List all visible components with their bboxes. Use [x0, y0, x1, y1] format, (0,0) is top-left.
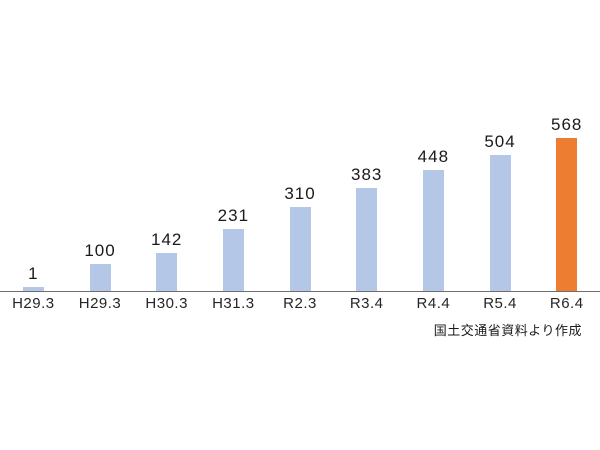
- x-tick-label: R6.4: [549, 295, 584, 312]
- x-tick-label: H31.3: [212, 295, 255, 312]
- x-tick-label: R4.4: [416, 295, 451, 312]
- bar-slot: 383: [333, 0, 400, 291]
- bar-slot: 568: [533, 0, 600, 291]
- bar: [156, 253, 178, 291]
- x-tick-label: R2.3: [283, 295, 317, 312]
- bar-slot: 142: [133, 0, 200, 291]
- bar-value-label: 231: [217, 206, 250, 226]
- bar-value-label: 310: [284, 184, 316, 204]
- source-note: 国土交通省資料より作成: [433, 323, 582, 338]
- x-tick-label: H30.3: [145, 295, 188, 312]
- bar-value-label: 504: [484, 132, 516, 152]
- x-tick-label: R5.4: [483, 295, 517, 312]
- bar-value-label: 383: [351, 165, 383, 185]
- bar: [222, 229, 244, 291]
- bar-value-label: 100: [84, 241, 116, 261]
- bar-slot: 1: [0, 0, 67, 291]
- bar-highlighted: [556, 138, 578, 291]
- bar: [422, 170, 444, 291]
- bar: [89, 264, 111, 291]
- bar: [22, 287, 44, 291]
- bar: [356, 188, 378, 291]
- x-tick-label: H29.3: [78, 295, 122, 312]
- bar-slot: 448: [400, 0, 467, 291]
- bar-slot: 231: [200, 0, 267, 291]
- bar-value-label: 568: [551, 115, 583, 135]
- bar-slot: 100: [67, 0, 134, 291]
- bar-value-label: 448: [417, 147, 450, 167]
- bar-value-label: 142: [150, 230, 183, 250]
- bar-slot: 310: [267, 0, 334, 291]
- x-axis-line: [0, 291, 600, 292]
- bar-slot: 504: [467, 0, 534, 291]
- x-tick-label: R3.4: [349, 295, 384, 312]
- x-axis-labels: H29.3 H29.3 H30.3 H31.3 R2.3 R3.4 R4.4 R5.4 R6.4: [0, 295, 600, 312]
- x-tick-label: H29.3: [12, 295, 55, 312]
- bar: [289, 207, 311, 291]
- plot-area: 1 100 142 231 310 383 448 504 568: [0, 0, 600, 291]
- bar: [489, 155, 511, 291]
- bar-value-label: 1: [28, 264, 39, 284]
